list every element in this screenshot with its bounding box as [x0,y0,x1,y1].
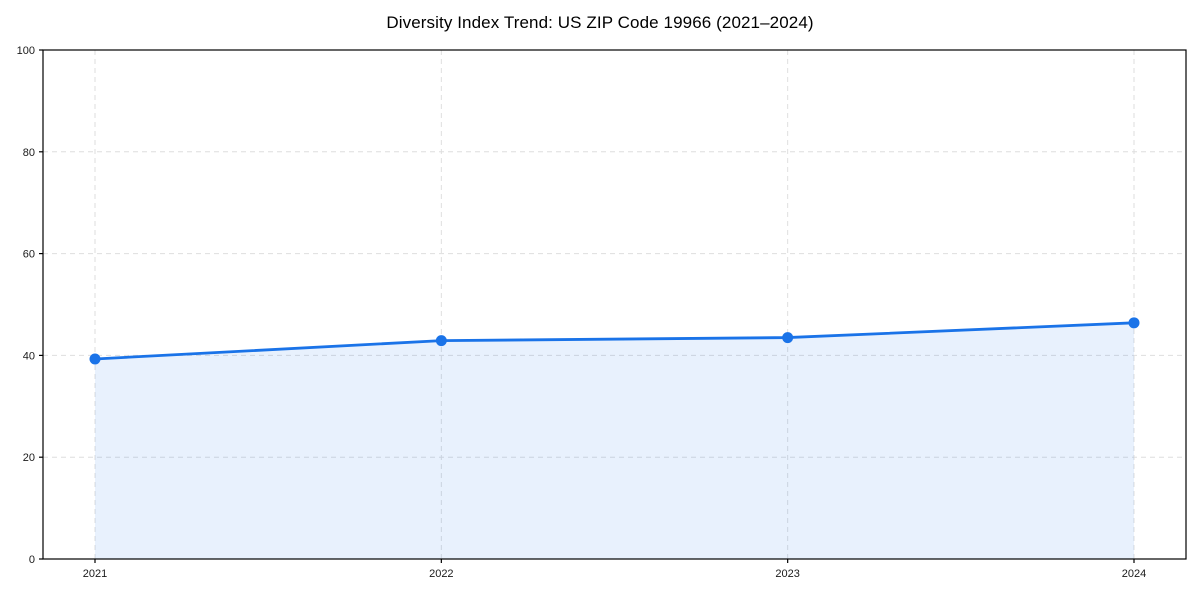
data-point [435,335,447,347]
series-area [95,322,1134,559]
x-tick-label: 2023 [775,568,799,580]
y-tick-label: 0 [29,554,35,566]
x-tick-label: 2024 [1122,568,1146,580]
x-tick-label: 2021 [83,568,107,580]
data-point [1128,317,1140,329]
y-tick-label: 20 [23,452,35,464]
y-tick-label: 100 [17,45,35,57]
data-point [782,332,794,344]
plot-border [42,49,1187,560]
y-tick-label: 40 [23,350,35,362]
x-tick-label: 2022 [429,568,453,580]
data-point [89,353,101,365]
y-tick-label: 80 [23,147,35,159]
y-tick-label: 60 [23,249,35,261]
series-line [93,321,1136,361]
chart-title: Diversity Index Trend: US ZIP Code 19966… [386,13,814,32]
